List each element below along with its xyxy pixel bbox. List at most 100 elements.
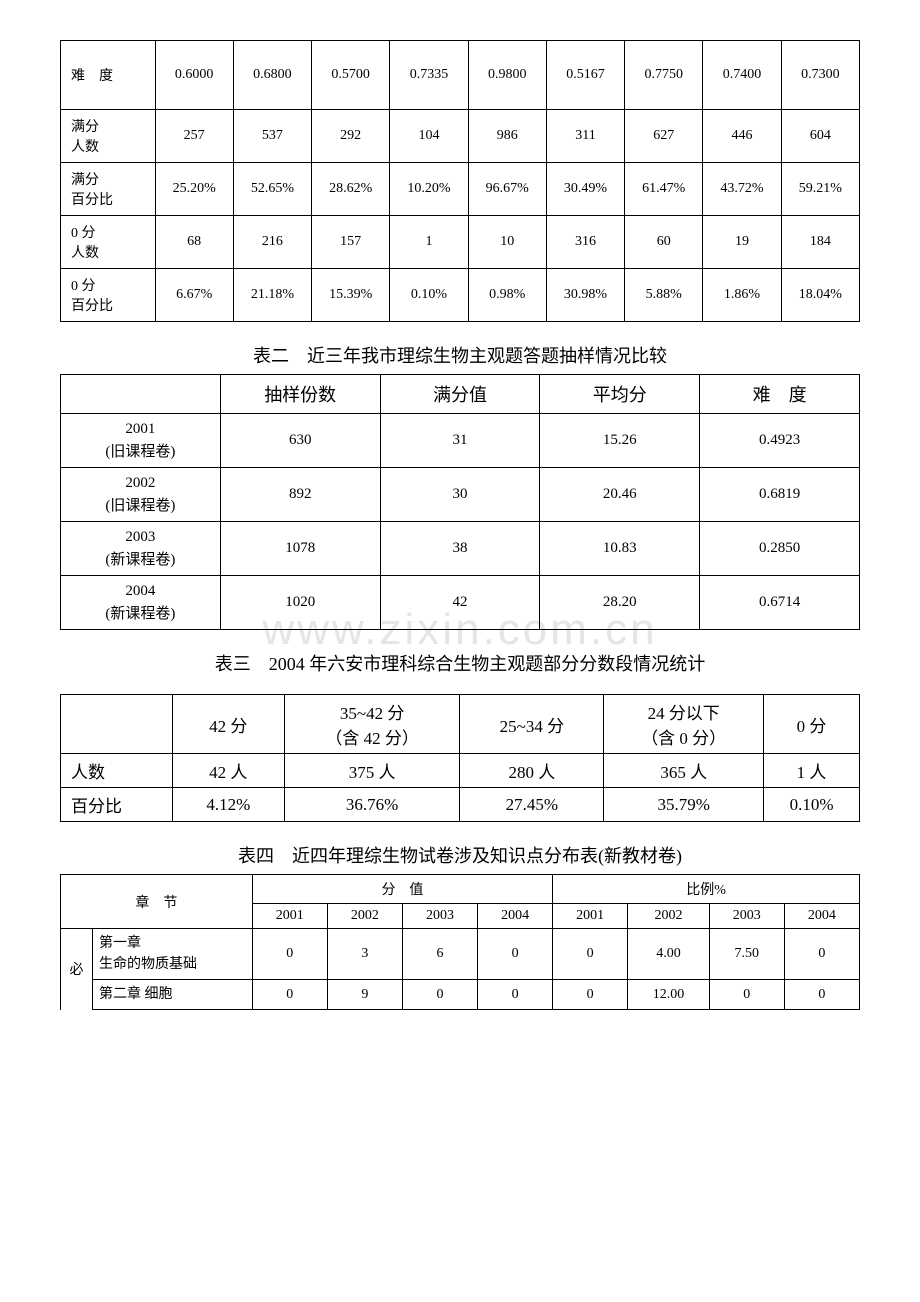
cell: 104 (390, 110, 468, 163)
cell: 30 (380, 468, 540, 522)
cell: 6.67% (155, 269, 233, 322)
cell: 68 (155, 216, 233, 269)
cell: 42 人 (172, 754, 284, 788)
cell: 0 (784, 929, 859, 980)
table-row: 人数 42 人 375 人 280 人 365 人 1 人 (61, 754, 860, 788)
cell: 15.26 (540, 414, 700, 468)
year-cell: 2003 (新课程卷) (61, 522, 221, 576)
header-cell: 0 分 (764, 695, 860, 754)
table-row: 2003(新课程卷) 1078 38 10.83 0.2850 (61, 522, 860, 576)
note: (旧课程卷) (105, 444, 175, 460)
cell: 0.98% (468, 269, 546, 322)
table-3-caption: 表三 2004 年六安市理科综合生物主观题部分分数段情况统计 (60, 650, 860, 676)
note: (新课程卷) (105, 552, 175, 568)
cell: 0.5167 (546, 41, 624, 110)
cell: 0.6800 (233, 41, 311, 110)
table-row: 2001(旧课程卷) 630 31 15.26 0.4923 (61, 414, 860, 468)
row-label: 百分比 (61, 788, 173, 822)
cell: 0 (402, 980, 477, 1010)
cell: 7.50 (709, 929, 784, 980)
cell: 0.9800 (468, 41, 546, 110)
cell: 42 (380, 576, 540, 630)
table-1: 难 度 0.6000 0.6800 0.5700 0.7335 0.9800 0… (60, 40, 860, 322)
cell: 216 (233, 216, 311, 269)
cell: 1.86% (703, 269, 781, 322)
header-cell: 2001 (553, 904, 628, 929)
year: 2003 (125, 529, 155, 545)
cell: 1020 (220, 576, 380, 630)
cell: 30.98% (546, 269, 624, 322)
cell: 0.2850 (700, 522, 860, 576)
header-cell: 25~34 分 (460, 695, 604, 754)
cell: 28.62% (312, 163, 390, 216)
cell: 12.00 (628, 980, 710, 1010)
cell: 25.20% (155, 163, 233, 216)
cell: 3 (327, 929, 402, 980)
table-row: 百分比 4.12% 36.76% 27.45% 35.79% 0.10% (61, 788, 860, 822)
table-row: 0 分 人数 68 216 157 1 10 316 60 19 184 (61, 216, 860, 269)
cell: 0 (553, 929, 628, 980)
header-cell: 比例% (553, 875, 860, 904)
table-row: 难 度 0.6000 0.6800 0.5700 0.7335 0.9800 0… (61, 41, 860, 110)
cell: 6 (402, 929, 477, 980)
cell: 4.12% (172, 788, 284, 822)
table-row: 第二章 细胞 0 9 0 0 0 12.00 0 0 (61, 980, 860, 1010)
cell: 4.00 (628, 929, 710, 980)
cell: 96.67% (468, 163, 546, 216)
cell: 292 (312, 110, 390, 163)
table-row: 满分 人数 257 537 292 104 986 311 627 446 60… (61, 110, 860, 163)
cell: 27.45% (460, 788, 604, 822)
header-cell: 满分值 (380, 375, 540, 414)
row-label: 满分 人数 (61, 110, 156, 163)
year-cell: 2002(旧课程卷) (61, 468, 221, 522)
cell: 986 (468, 110, 546, 163)
table-4: 章 节 分 值 比例% 2001 2002 2003 2004 2001 200… (60, 874, 860, 1010)
cell: 35.79% (604, 788, 764, 822)
chapter-cell: 第二章 细胞 (92, 980, 252, 1010)
table-row: 必 第一章 生命的物质基础 0 3 6 0 0 4.00 7.50 0 (61, 929, 860, 980)
header-cell: 2002 (628, 904, 710, 929)
row-label: 0 分 百分比 (61, 269, 156, 322)
cell: 0 (478, 980, 553, 1010)
cell: 10.20% (390, 163, 468, 216)
cell: 537 (233, 110, 311, 163)
header-cell: 2002 (327, 904, 402, 929)
cell: 0.10% (390, 269, 468, 322)
cell: 0 (252, 929, 327, 980)
cell: 59.21% (781, 163, 859, 216)
table-3: 42 分 35~42 分 （含 42 分） 25~34 分 24 分以下 （含 … (60, 694, 860, 822)
cell: 1078 (220, 522, 380, 576)
cell: 0 (553, 980, 628, 1010)
header-cell: 42 分 (172, 695, 284, 754)
cell: 10 (468, 216, 546, 269)
row-label: 满分 百分比 (61, 163, 156, 216)
table-4-caption: 表四 近四年理综生物试卷涉及知识点分布表(新教材卷) (60, 842, 860, 868)
page-content: 难 度 0.6000 0.6800 0.5700 0.7335 0.9800 0… (60, 40, 860, 1010)
cell: 257 (155, 110, 233, 163)
section-cell: 必 (61, 929, 93, 1010)
cell: 52.65% (233, 163, 311, 216)
table-header-row: 抽样份数 满分值 平均分 难 度 (61, 375, 860, 414)
year-cell: 2001 (旧课程卷) (61, 414, 221, 468)
row-label: 人数 (61, 754, 173, 788)
header-cell: 抽样份数 (220, 375, 380, 414)
chapter-cell: 第一章 生命的物质基础 (92, 929, 252, 980)
cell: 627 (625, 110, 703, 163)
cell: 0.6819 (700, 468, 860, 522)
header-cell: 24 分以下 （含 0 分） (604, 695, 764, 754)
year: 2004 (125, 583, 155, 599)
cell: 21.18% (233, 269, 311, 322)
cell: 1 (390, 216, 468, 269)
cell: 280 人 (460, 754, 604, 788)
cell: 19 (703, 216, 781, 269)
cell: 311 (546, 110, 624, 163)
row-label: 难 度 (61, 41, 156, 110)
cell: 0.10% (764, 788, 860, 822)
year: 2001 (125, 421, 155, 437)
cell: 0.6000 (155, 41, 233, 110)
cell: 316 (546, 216, 624, 269)
header-cell (61, 695, 173, 754)
cell: 892 (220, 468, 380, 522)
cell: 20.46 (540, 468, 700, 522)
cell: 31 (380, 414, 540, 468)
